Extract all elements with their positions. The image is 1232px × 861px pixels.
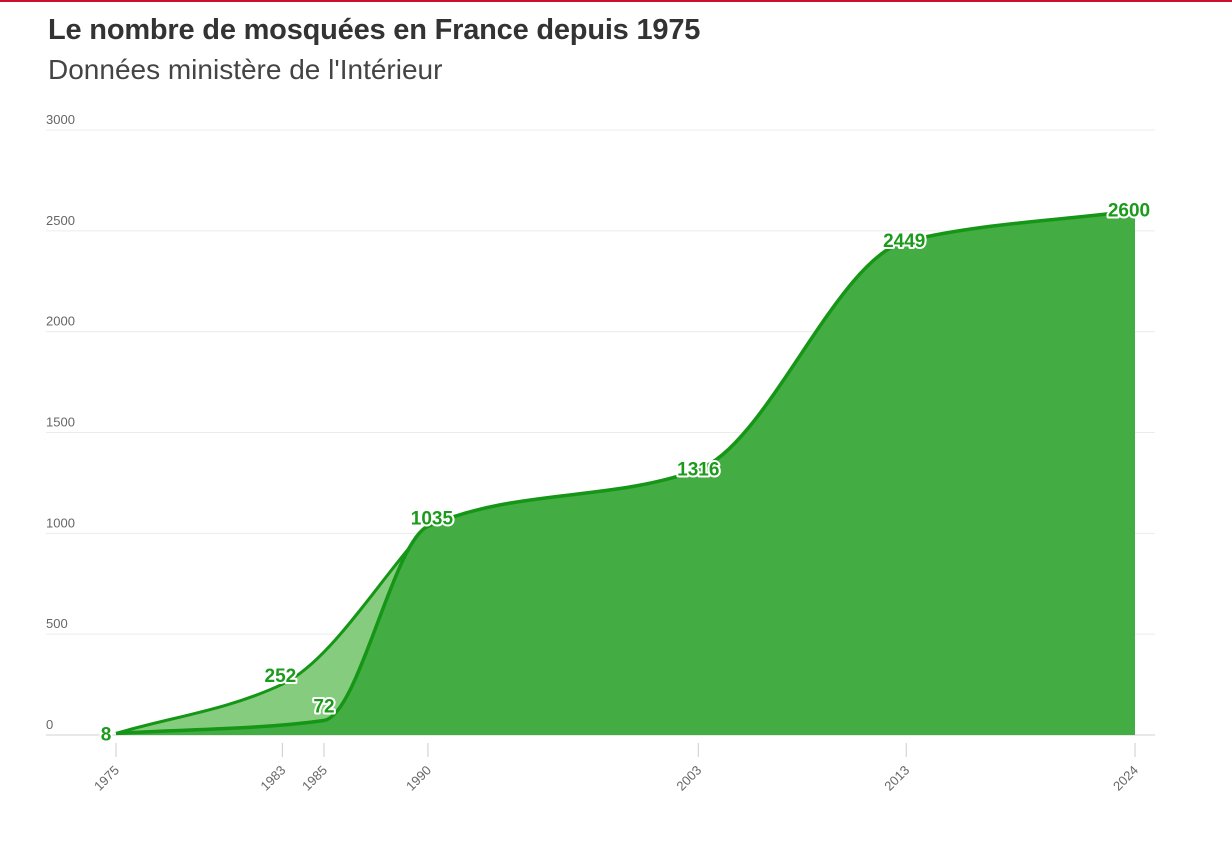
y-tick-label: 2500 xyxy=(46,213,75,228)
data-label: 1316 xyxy=(677,460,719,481)
y-tick-label: 2000 xyxy=(46,314,75,329)
x-tick-label: 1990 xyxy=(403,763,434,794)
chart-subtitle: Données ministère de l'Intérieur xyxy=(48,54,443,85)
y-tick-label: 500 xyxy=(46,616,68,631)
x-tick-label: 2003 xyxy=(673,763,704,794)
series-alt-line xyxy=(115,525,430,735)
x-tick-label: 1985 xyxy=(299,763,330,794)
data-label: 1035 xyxy=(411,508,454,529)
y-tick-label: 3000 xyxy=(46,112,75,127)
top-accent-rule xyxy=(0,0,1232,2)
x-tick-label: 1983 xyxy=(257,763,288,794)
data-label: 8 xyxy=(101,724,112,745)
data-label: 252 xyxy=(265,666,297,687)
series-main-line xyxy=(115,208,1136,736)
data-label: 72 xyxy=(313,696,334,717)
area-layer xyxy=(115,208,1136,736)
data-label: 2449 xyxy=(883,231,925,252)
chart-title: Le nombre de mosquées en France depuis 1… xyxy=(48,14,701,46)
series-main-area xyxy=(116,210,1135,735)
x-tick-label: 1975 xyxy=(91,763,122,794)
label-layer: 8 72 1035 1316 2449 2600 252 xyxy=(99,199,1152,748)
x-tick-label: 2024 xyxy=(1110,763,1141,794)
y-tick-label: 0 xyxy=(46,717,53,732)
x-tick-label: 2013 xyxy=(881,763,912,794)
y-tick-label: 1500 xyxy=(46,415,75,430)
data-label: 2600 xyxy=(1108,201,1150,222)
y-tick-label: 1000 xyxy=(46,515,75,530)
series-alt-area xyxy=(116,526,428,735)
